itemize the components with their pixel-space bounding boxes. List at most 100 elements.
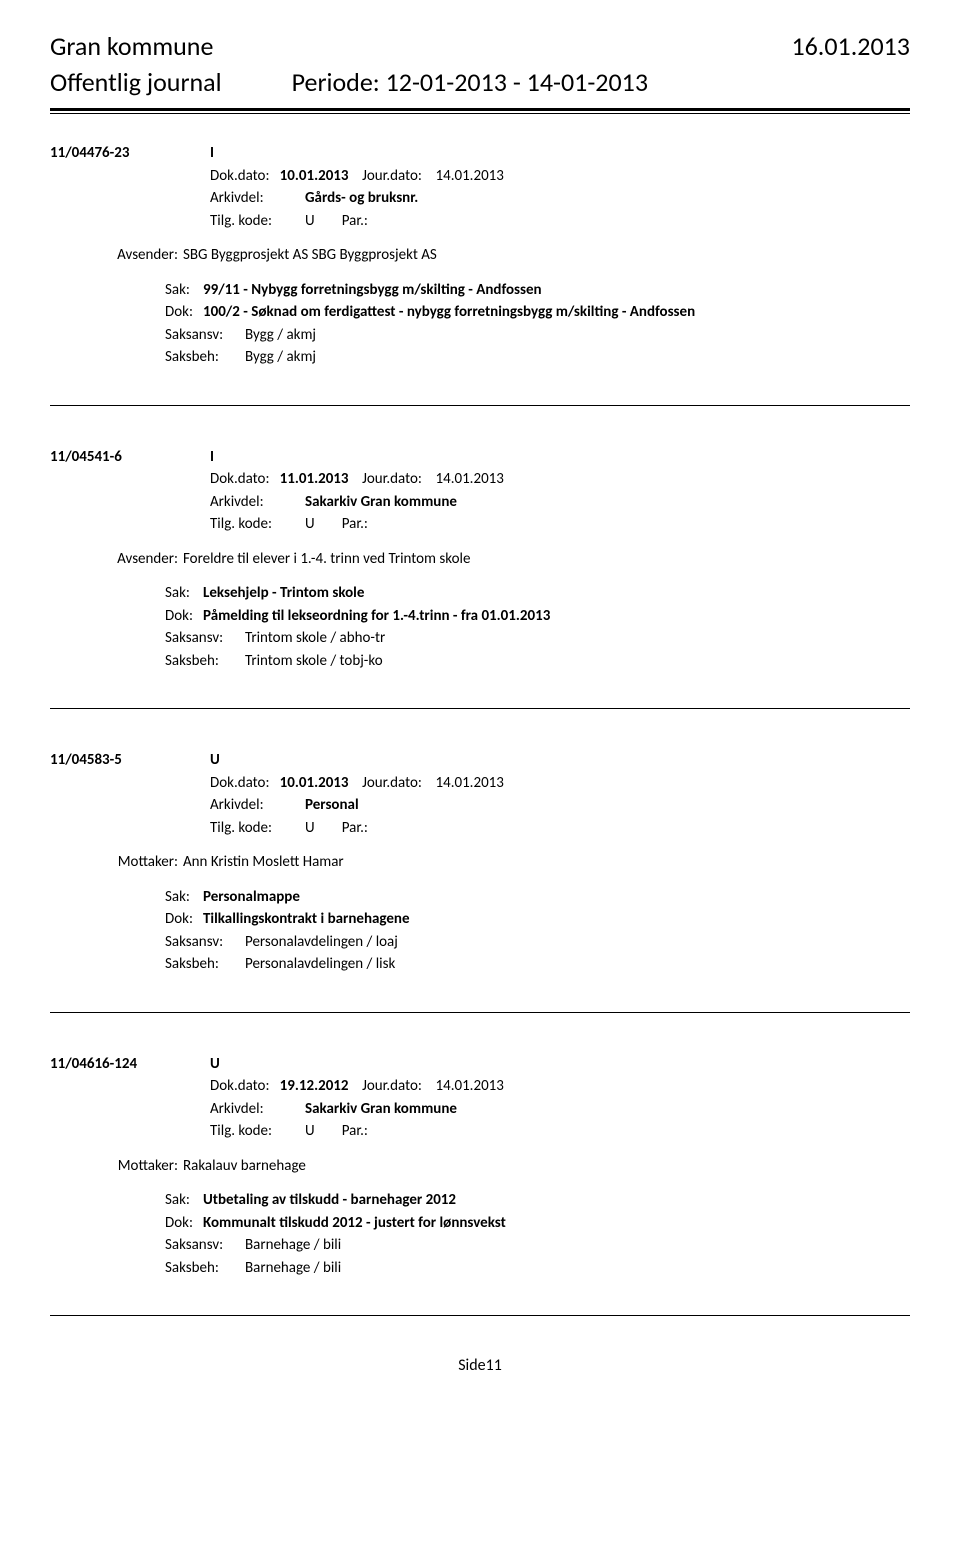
- entries-container: 11/04476-23 I Dok.dato: 10.01.2013 Jour.…: [50, 142, 910, 1316]
- dokdato-value: 11.01.2013: [280, 470, 349, 488]
- entry-divider: [50, 1012, 910, 1013]
- sak-value: 99/11 - Nybygg forretningsbygg m/skiltin…: [203, 279, 542, 302]
- saksbeh-value: Barnehage / bili: [245, 1257, 341, 1280]
- date-row: Dok.dato: 11.01.2013 Jour.dato: 14.01.20…: [210, 468, 910, 491]
- saksbeh-value: Trintom skole / tobj-ko: [245, 650, 383, 673]
- saksansv-label: Saksansv:: [165, 931, 245, 954]
- jourdato-label: Jour.dato:: [362, 167, 422, 185]
- tilgkode-value: U Par.:: [305, 210, 368, 233]
- saksbeh-label: Saksbeh:: [165, 346, 245, 369]
- tilgkode-value: U Par.:: [305, 513, 368, 536]
- dokdato-value: 10.01.2013: [280, 774, 349, 792]
- dok-label: Dok:: [165, 301, 203, 324]
- journal-entry: 11/04583-5 U Dok.dato: 10.01.2013 Jour.d…: [50, 749, 910, 1013]
- sak-label: Sak:: [165, 1189, 203, 1212]
- dokdato-label: Dok.dato:: [210, 1077, 269, 1095]
- party-value: Ann Kristin Moslett Hamar: [183, 851, 344, 874]
- tilgkode-label: Tilg. kode:: [210, 1120, 305, 1143]
- saksansv-value: Barnehage / bili: [245, 1234, 341, 1257]
- jourdato-value: 14.01.2013: [435, 470, 503, 488]
- tilgkode-value: U Par.:: [305, 1120, 368, 1143]
- page-subheader: Offentlig journal Periode: 12-01-2013 - …: [50, 66, 910, 98]
- page-footer: Side11: [50, 1356, 910, 1375]
- journal-title: Offentlig journal: [50, 66, 222, 98]
- journal-entry: 11/04476-23 I Dok.dato: 10.01.2013 Jour.…: [50, 142, 910, 406]
- sak-label: Sak:: [165, 886, 203, 909]
- saksbeh-label: Saksbeh:: [165, 953, 245, 976]
- dokdato-label: Dok.dato:: [210, 774, 269, 792]
- dokdato-label: Dok.dato:: [210, 167, 269, 185]
- entry-id: 11/04476-23: [50, 142, 210, 165]
- party-label: Avsender:: [100, 548, 178, 571]
- jourdato-label: Jour.dato:: [362, 774, 422, 792]
- jourdato-value: 14.01.2013: [435, 774, 503, 792]
- entry-divider: [50, 708, 910, 709]
- entry-divider: [50, 405, 910, 406]
- arkivdel-label: Arkivdel:: [210, 1098, 305, 1121]
- entry-type: I: [210, 142, 214, 165]
- dokdato-value: 19.12.2012: [280, 1077, 349, 1095]
- arkivdel-value: Personal: [305, 794, 359, 817]
- party-value: Rakalauv barnehage: [183, 1155, 306, 1178]
- dok-value: Påmelding til lekseordning for 1.-4.trin…: [203, 605, 550, 628]
- entry-id: 11/04583-5: [50, 749, 210, 772]
- entry-type: I: [210, 446, 214, 469]
- arkivdel-value: Sakarkiv Gran kommune: [305, 491, 457, 514]
- saksansv-value: Trintom skole / abho-tr: [245, 627, 385, 650]
- saksansv-value: Bygg / akmj: [245, 324, 316, 347]
- dokdato-value: 10.01.2013: [280, 167, 349, 185]
- dok-value: Kommunalt tilskudd 2012 - justert for lø…: [203, 1212, 506, 1235]
- journal-entry: 11/04541-6 I Dok.dato: 11.01.2013 Jour.d…: [50, 446, 910, 710]
- sak-label: Sak:: [165, 279, 203, 302]
- tilgkode-label: Tilg. kode:: [210, 210, 305, 233]
- party-label: Mottaker:: [100, 851, 178, 874]
- saksbeh-label: Saksbeh:: [165, 650, 245, 673]
- entry-id: 11/04541-6: [50, 446, 210, 469]
- date-row: Dok.dato: 19.12.2012 Jour.dato: 14.01.20…: [210, 1075, 910, 1098]
- sak-label: Sak:: [165, 582, 203, 605]
- saksbeh-value: Bygg / akmj: [245, 346, 316, 369]
- arkivdel-label: Arkivdel:: [210, 794, 305, 817]
- dokdato-label: Dok.dato:: [210, 470, 269, 488]
- period-label: Periode: 12-01-2013 - 14-01-2013: [292, 66, 648, 98]
- jourdato-label: Jour.dato:: [362, 470, 422, 488]
- dok-value: Tilkallingskontrakt i barnehagene: [203, 908, 410, 931]
- org-name: Gran kommune: [50, 30, 213, 62]
- arkivdel-value: Sakarkiv Gran kommune: [305, 1098, 457, 1121]
- party-value: Foreldre til elever i 1.-4. trinn ved Tr…: [183, 548, 470, 571]
- party-label: Avsender:: [100, 244, 178, 267]
- date-row: Dok.dato: 10.01.2013 Jour.dato: 14.01.20…: [210, 772, 910, 795]
- sak-value: Utbetaling av tilskudd - barnehager 2012: [203, 1189, 456, 1212]
- arkivdel-value: Gårds- og bruksnr.: [305, 187, 418, 210]
- saksansv-label: Saksansv:: [165, 1234, 245, 1257]
- saksansv-label: Saksansv:: [165, 627, 245, 650]
- entry-id: 11/04616-124: [50, 1053, 210, 1076]
- divider-thin: [50, 113, 910, 114]
- tilgkode-label: Tilg. kode:: [210, 817, 305, 840]
- party-label: Mottaker:: [100, 1155, 178, 1178]
- saksbeh-value: Personalavdelingen / lisk: [245, 953, 395, 976]
- arkivdel-label: Arkivdel:: [210, 491, 305, 514]
- dok-label: Dok:: [165, 1212, 203, 1235]
- sak-value: Personalmappe: [203, 886, 300, 909]
- jourdato-label: Jour.dato:: [362, 1077, 422, 1095]
- sak-value: Leksehjelp - Trintom skole: [203, 582, 364, 605]
- tilgkode-label: Tilg. kode:: [210, 513, 305, 536]
- entry-type: U: [210, 1053, 220, 1076]
- dok-label: Dok:: [165, 908, 203, 931]
- jourdato-value: 14.01.2013: [435, 167, 503, 185]
- saksbeh-label: Saksbeh:: [165, 1257, 245, 1280]
- divider-thick: [50, 108, 910, 111]
- entry-type: U: [210, 749, 220, 772]
- entry-divider: [50, 1315, 910, 1316]
- dok-label: Dok:: [165, 605, 203, 628]
- date-row: Dok.dato: 10.01.2013 Jour.dato: 14.01.20…: [210, 165, 910, 188]
- tilgkode-value: U Par.:: [305, 817, 368, 840]
- dok-value: 100/2 - Søknad om ferdigattest - nybygg …: [203, 301, 695, 324]
- saksansv-label: Saksansv:: [165, 324, 245, 347]
- arkivdel-label: Arkivdel:: [210, 187, 305, 210]
- header-date: 16.01.2013: [791, 30, 910, 62]
- jourdato-value: 14.01.2013: [435, 1077, 503, 1095]
- page-header: Gran kommune 16.01.2013: [50, 30, 910, 62]
- saksansv-value: Personalavdelingen / loaj: [245, 931, 398, 954]
